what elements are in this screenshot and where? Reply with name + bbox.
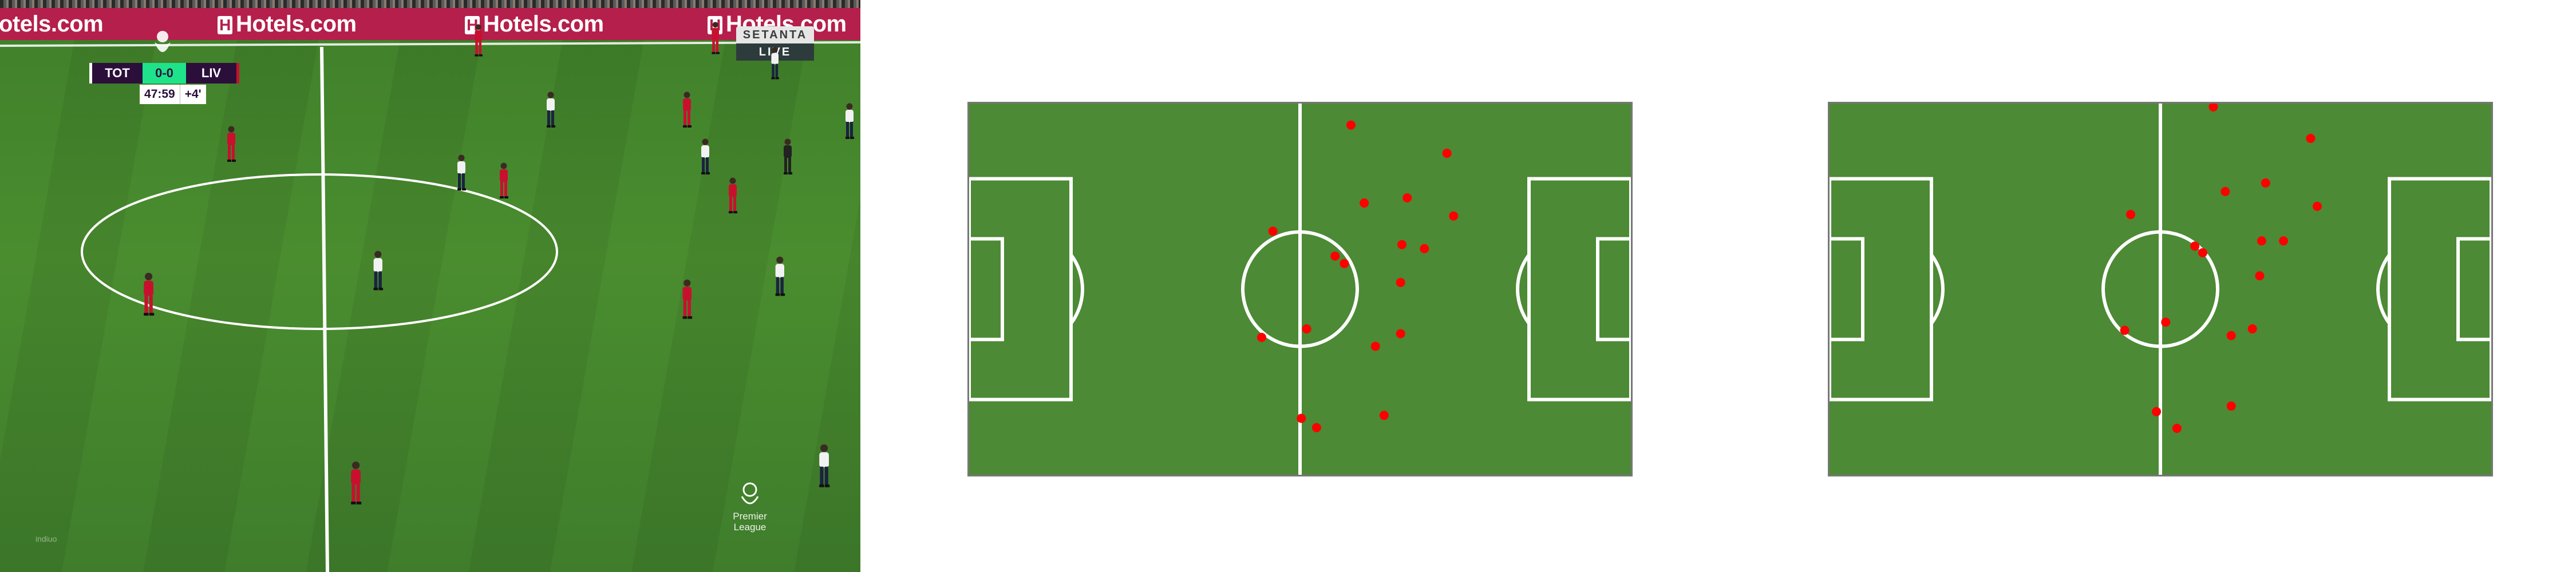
player-figure xyxy=(775,256,785,296)
home-team-label: TOT xyxy=(89,63,143,84)
ad-text-partial: otels.com xyxy=(0,11,104,37)
player-dot xyxy=(1449,211,1459,221)
player-dot xyxy=(2125,210,2135,220)
penalty-arc-left xyxy=(1930,253,1945,325)
player-dot xyxy=(1396,277,1405,287)
score-display: 0-0 xyxy=(143,63,186,84)
player-figure xyxy=(144,272,155,316)
player-dot xyxy=(2247,324,2257,333)
penalty-area-right xyxy=(1527,177,1631,402)
broadcaster-name: SETANTA xyxy=(736,26,814,43)
player-dot xyxy=(2226,401,2236,411)
stadium-crowd xyxy=(0,0,860,8)
player-figure xyxy=(457,154,466,190)
minimap-left xyxy=(967,102,1633,476)
pitch-diagram xyxy=(969,104,1631,475)
player-dot xyxy=(2257,236,2266,246)
player-dot xyxy=(1420,244,1429,253)
player-figure xyxy=(729,177,737,213)
penalty-area-left xyxy=(969,177,1073,402)
player-dot xyxy=(2152,407,2162,416)
watermark: indiuo xyxy=(35,534,57,543)
player-figure xyxy=(771,47,780,80)
player-figure xyxy=(351,461,362,505)
player-dot xyxy=(2312,201,2322,211)
minimap-right xyxy=(1828,102,2493,476)
goal-area-right xyxy=(2456,237,2491,341)
premier-league-lion-icon xyxy=(155,31,171,52)
player-dot xyxy=(2198,248,2207,257)
player-dot xyxy=(1297,414,1306,423)
player-dot xyxy=(1360,198,1369,208)
player-dot xyxy=(1340,259,1349,268)
premier-league-logo: Premier League xyxy=(727,480,773,533)
player-dot xyxy=(2120,325,2129,335)
player-figure xyxy=(819,444,830,487)
penalty-area-right xyxy=(2388,177,2491,402)
player-figure xyxy=(500,162,508,198)
scorebug: TOT 0-0 LIV xyxy=(89,63,239,84)
player-dot xyxy=(2261,178,2270,188)
goal-area-left xyxy=(969,237,1004,341)
penalty-arc-right xyxy=(2376,253,2391,325)
player-dot xyxy=(1370,341,1380,351)
penalty-arc-left xyxy=(1069,253,1084,325)
player-figure xyxy=(784,138,792,174)
player-dot xyxy=(2208,104,2218,112)
goal-area-right xyxy=(1596,237,1631,341)
player-dot xyxy=(2255,271,2265,281)
player-figure xyxy=(682,279,692,319)
player-dot xyxy=(2279,236,2289,246)
player-dot xyxy=(2221,186,2230,196)
centre-circle xyxy=(1241,230,1359,348)
added-time: +4' xyxy=(179,85,206,104)
player-dot xyxy=(2306,134,2316,144)
away-team-label: LIV xyxy=(186,63,239,84)
player-figure xyxy=(846,103,854,139)
player-figure xyxy=(712,22,720,54)
pitch-lines xyxy=(969,104,1631,475)
player-dot xyxy=(2226,331,2236,340)
player-dot xyxy=(1268,227,1278,236)
player-figure xyxy=(373,251,383,291)
player-figure xyxy=(547,92,555,128)
player-figure xyxy=(227,126,236,162)
player-dot xyxy=(1302,324,1311,333)
pitch-diagram xyxy=(1830,104,2491,475)
penalty-area-left xyxy=(1830,177,1933,402)
player-dot xyxy=(1442,148,1452,158)
centre-circle xyxy=(2101,230,2219,348)
player-figure xyxy=(683,92,692,128)
penalty-arc-right xyxy=(1516,253,1531,325)
player-dot xyxy=(1346,120,1356,130)
player-dot xyxy=(1402,193,1412,202)
league-name-line2: League xyxy=(733,522,767,533)
player-figure xyxy=(701,138,710,174)
player-dot xyxy=(1311,423,1321,432)
player-dot xyxy=(1396,329,1405,339)
player-dot xyxy=(1330,251,1340,261)
premier-league-lion-icon xyxy=(741,482,759,505)
player-dot xyxy=(1257,332,1266,342)
player-dot xyxy=(1397,240,1407,249)
player-figure xyxy=(475,24,483,57)
league-name-line1: Premier xyxy=(733,511,767,522)
player-dot xyxy=(2190,241,2200,251)
player-dot xyxy=(1379,411,1389,420)
player-dot xyxy=(2161,317,2171,327)
match-clock: 47:59 +4' xyxy=(140,85,206,104)
player-dot xyxy=(2172,423,2182,433)
match-time: 47:59 xyxy=(144,88,175,101)
goal-area-left xyxy=(1830,237,1864,341)
